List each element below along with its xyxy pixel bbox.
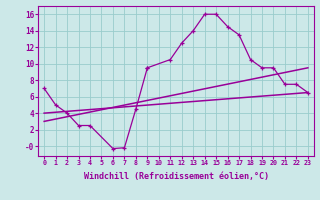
X-axis label: Windchill (Refroidissement éolien,°C): Windchill (Refroidissement éolien,°C) xyxy=(84,172,268,181)
